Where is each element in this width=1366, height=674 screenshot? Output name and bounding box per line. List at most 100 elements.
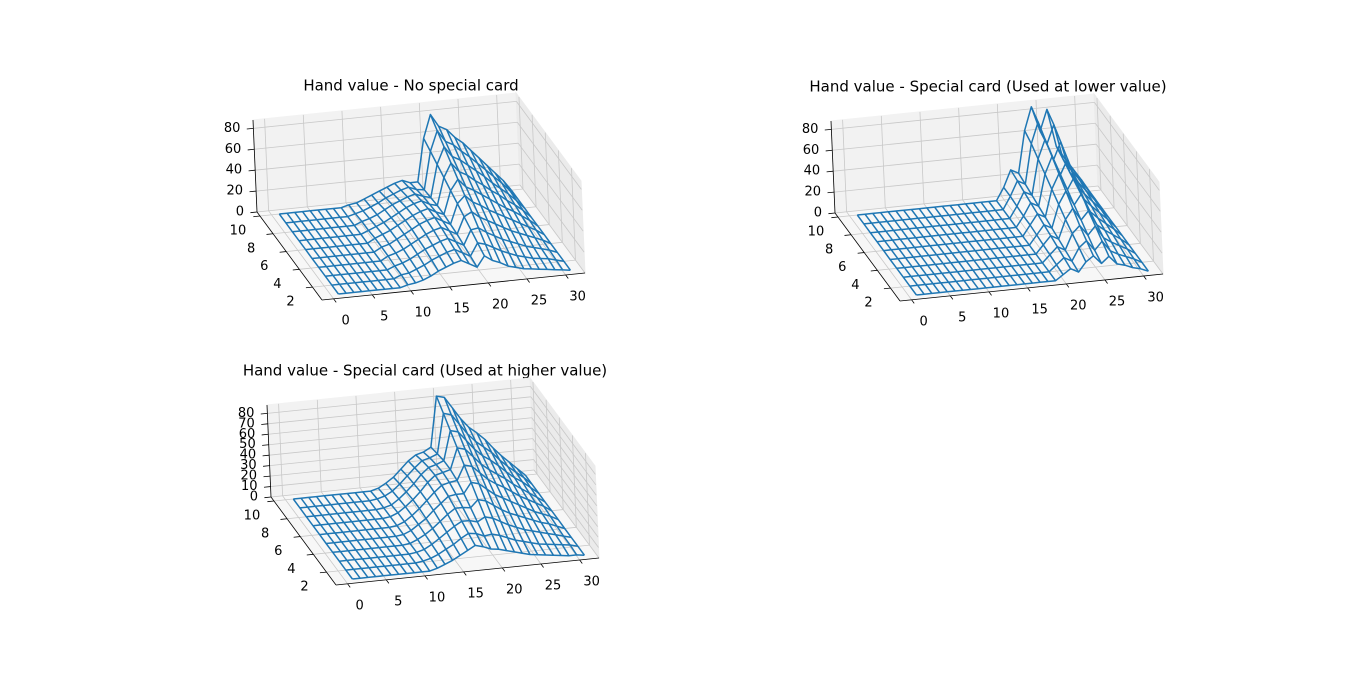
wire-column — [949, 205, 1010, 286]
tick-mark — [266, 233, 274, 235]
x-tick-label: 10 — [415, 305, 432, 320]
tick-mark — [857, 252, 865, 254]
z-tick-label: 20 — [227, 184, 244, 199]
tick-mark — [988, 291, 992, 296]
wire-column — [409, 182, 470, 265]
wire-column — [454, 136, 517, 268]
wire-column — [1063, 157, 1126, 266]
grid-line — [267, 396, 531, 425]
grid-line — [532, 381, 538, 475]
grid-line — [270, 459, 534, 487]
grid-line — [268, 417, 532, 446]
tick-mark — [279, 251, 287, 253]
grid-line — [834, 185, 1099, 214]
wire-column — [417, 181, 478, 268]
grid-line — [268, 406, 532, 435]
tick-mark — [267, 500, 274, 503]
tick-mark — [293, 536, 301, 538]
wire-column — [392, 476, 454, 561]
tick-mark — [565, 274, 569, 279]
tick-mark — [263, 486, 271, 488]
z-tick-label: 70 — [238, 416, 255, 431]
grid-line — [831, 101, 1095, 130]
wire-column — [315, 496, 377, 578]
wire-column — [451, 407, 516, 553]
grid-line — [1096, 97, 1102, 191]
wire-column — [430, 446, 492, 550]
tick-mark — [248, 169, 256, 172]
grid-line — [264, 118, 270, 211]
wire-column — [292, 498, 354, 580]
grid-line — [380, 106, 386, 199]
wire-column — [354, 492, 415, 574]
wire-column — [437, 125, 501, 264]
wire-column — [903, 209, 964, 291]
z-tick-label: 60 — [803, 143, 820, 158]
tick-mark — [870, 269, 878, 272]
wire-column — [957, 204, 1018, 286]
wire-column — [340, 207, 401, 289]
wire-column — [286, 212, 347, 294]
y-tick-label: 2 — [300, 580, 308, 595]
grid-line — [398, 483, 464, 573]
wire-column — [294, 211, 355, 293]
wire-column — [309, 210, 370, 292]
tick-mark — [261, 433, 269, 436]
grid-line — [394, 391, 400, 484]
wire-column — [516, 468, 578, 556]
grid-line — [517, 142, 584, 232]
grid-line — [1149, 169, 1154, 262]
wire-column — [323, 495, 384, 577]
wire-column — [378, 190, 440, 272]
x-tick-label: 30 — [1147, 290, 1164, 305]
grid-line — [1039, 191, 1106, 281]
grid-line — [585, 453, 590, 546]
tick-mark — [260, 412, 268, 415]
z-tick-label: 0 — [236, 205, 244, 220]
wire-column — [1088, 190, 1150, 272]
wire-column — [887, 211, 948, 293]
z-axis — [266, 404, 272, 498]
y-tick-label: 10 — [808, 225, 825, 240]
wire-column — [346, 493, 408, 574]
wire-column — [476, 432, 539, 556]
wire-column — [1039, 130, 1103, 264]
tick-mark — [1143, 275, 1147, 280]
y-axis — [256, 211, 323, 301]
x-axis — [335, 557, 600, 586]
x-tick-label: 25 — [1109, 294, 1126, 309]
wire-column — [1010, 169, 1072, 270]
grid-line — [269, 427, 533, 456]
x-tick-label: 25 — [531, 293, 548, 308]
grid-line — [530, 396, 597, 486]
wire-column — [377, 487, 439, 569]
chart-title: Hand value - Special card (Used at lower… — [809, 78, 1166, 96]
z-tick-label: 20 — [805, 185, 822, 200]
y-tick-label: 6 — [838, 260, 846, 275]
wire-column — [988, 201, 1049, 282]
tick-mark — [579, 559, 583, 564]
tick-mark — [449, 286, 453, 291]
y-tick-label: 4 — [287, 562, 295, 577]
x-tick-label: 20 — [506, 582, 523, 597]
wire-column — [363, 198, 424, 281]
grid-line — [256, 184, 521, 213]
grid-line — [355, 395, 361, 488]
grid-line — [1096, 164, 1163, 254]
tick-mark — [333, 298, 337, 303]
z-tick-label: 50 — [239, 437, 256, 452]
x-tick-label: 10 — [993, 306, 1010, 321]
wire-column — [331, 494, 392, 576]
grid-line — [270, 448, 534, 477]
wire-column — [933, 206, 995, 288]
grid-line — [270, 469, 535, 498]
grid-line — [531, 114, 537, 207]
grid-line — [1097, 185, 1164, 275]
grid-line — [268, 210, 334, 300]
grid-line — [833, 143, 1097, 172]
grid-line — [558, 417, 564, 510]
wire-column — [400, 468, 461, 556]
y-axis — [270, 496, 337, 586]
